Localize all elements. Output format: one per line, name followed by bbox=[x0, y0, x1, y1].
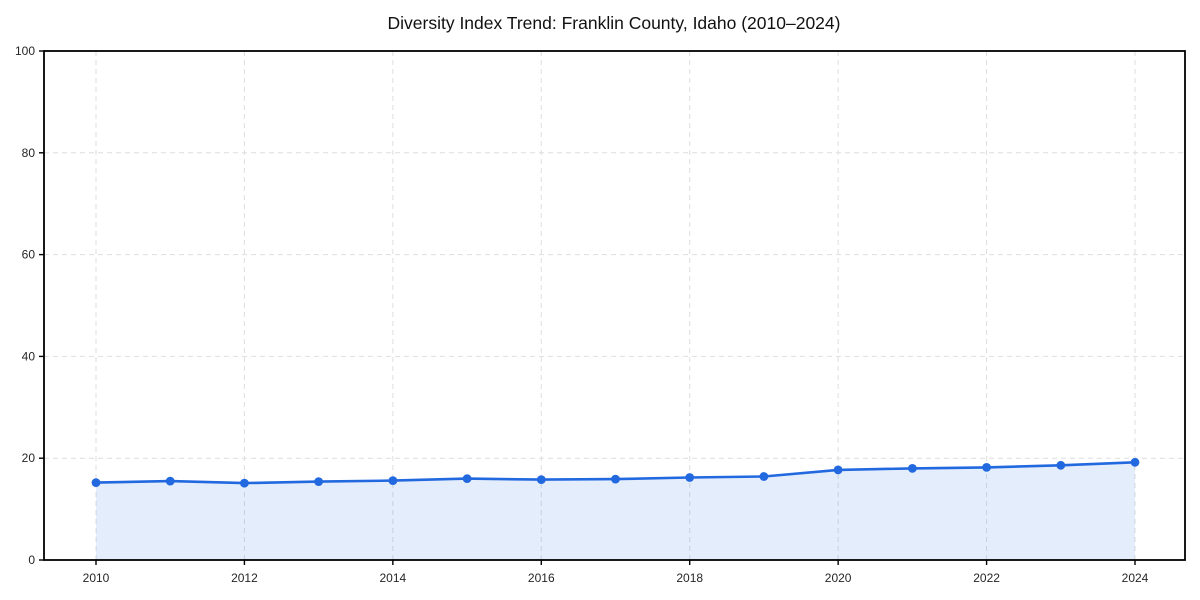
x-tick-label: 2020 bbox=[825, 571, 852, 585]
chart-title: Diversity Index Trend: Franklin County, … bbox=[388, 13, 841, 33]
data-point-2011 bbox=[165, 476, 175, 486]
x-tick-label: 2012 bbox=[231, 571, 258, 585]
area-fill bbox=[96, 462, 1135, 560]
plot-border bbox=[43, 50, 1186, 561]
y-tick-label: 40 bbox=[22, 349, 36, 363]
data-point-2021 bbox=[908, 464, 917, 473]
x-tick-label: 2014 bbox=[380, 571, 407, 585]
data-point-2023 bbox=[1056, 460, 1066, 470]
y-tick-label: 80 bbox=[22, 146, 36, 160]
data-point-2016 bbox=[536, 475, 546, 484]
x-tick-label: 2010 bbox=[83, 571, 110, 585]
data-point-2024 bbox=[1130, 457, 1140, 467]
data-point-2017 bbox=[611, 474, 620, 484]
x-tick-label: 2024 bbox=[1122, 571, 1149, 585]
x-tick-label: 2018 bbox=[676, 571, 703, 585]
data-point-2010 bbox=[91, 478, 101, 487]
plot-area: 2010 2012 2014 2016 2018 2020 2022 2024 0 20 40 60 8… bbox=[15, 44, 1186, 585]
y-tick-label: 20 bbox=[22, 451, 36, 465]
data-point-2014 bbox=[388, 476, 398, 485]
data-point-2019 bbox=[759, 472, 769, 481]
x-tick-label: 2022 bbox=[973, 571, 1000, 585]
data-point-2018 bbox=[685, 473, 695, 482]
y-tick-label: 0 bbox=[28, 553, 35, 567]
data-point-2022 bbox=[982, 463, 991, 472]
data-point-2013 bbox=[314, 477, 323, 486]
data-point-2015 bbox=[462, 474, 472, 483]
data-point-2020 bbox=[833, 465, 843, 475]
x-tick-label: 2016 bbox=[528, 571, 555, 585]
y-tick-label: 60 bbox=[22, 248, 36, 262]
y-tick-label: 100 bbox=[15, 44, 35, 58]
data-point-2012 bbox=[240, 478, 249, 488]
